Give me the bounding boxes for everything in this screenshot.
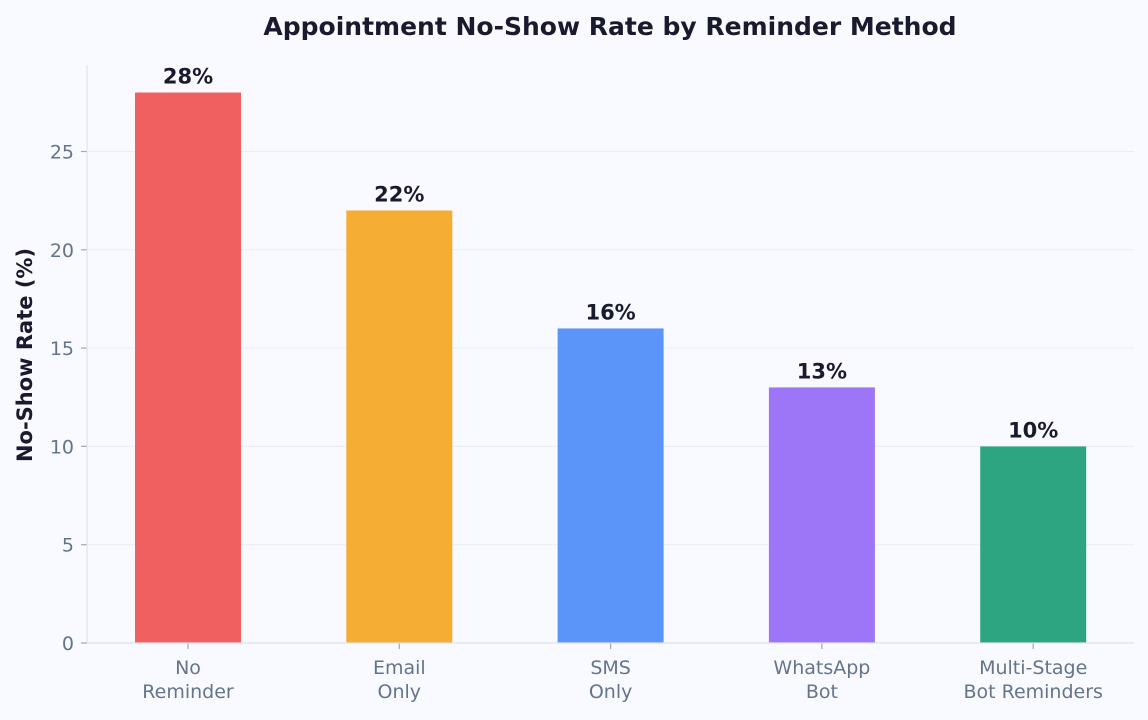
bar-1 xyxy=(346,210,453,644)
x-tick-label: No xyxy=(175,657,201,679)
chart-title: Appointment No-Show Rate by Reminder Met… xyxy=(263,12,956,41)
bar-data-label: 13% xyxy=(797,359,847,383)
x-tick-label: Multi-Stage xyxy=(979,657,1087,679)
bar-data-label: 10% xyxy=(1008,418,1058,442)
x-tick-label: Only xyxy=(589,681,633,703)
x-tick-label: Bot Reminders xyxy=(963,681,1102,703)
x-tick-label: SMS xyxy=(590,657,631,679)
y-tick-label: 25 xyxy=(50,142,74,164)
y-axis-label: No-Show Rate (%) xyxy=(13,248,37,462)
axes: 0510152025NoReminderEmailOnlySMSOnlyWhat… xyxy=(50,65,1134,703)
y-tick-label: 0 xyxy=(62,633,74,655)
bar-data-label: 16% xyxy=(585,300,635,324)
bar-0 xyxy=(135,92,241,644)
y-tick-label: 20 xyxy=(50,240,74,262)
x-tick-label: WhatsApp xyxy=(773,657,870,679)
bar-2 xyxy=(557,328,664,643)
bar-4 xyxy=(980,446,1087,643)
data-labels: 28% 22% 16% 13% 10% xyxy=(163,65,1058,443)
y-tick-label: 5 xyxy=(62,535,74,557)
x-tick-label: Email xyxy=(373,657,426,679)
bars xyxy=(135,92,1087,644)
x-tick-label: Reminder xyxy=(142,681,234,703)
x-tick-label: Bot xyxy=(806,681,838,703)
bar-data-label: 22% xyxy=(374,182,424,206)
y-tick-label: 10 xyxy=(50,436,74,458)
bar-3 xyxy=(768,387,875,643)
bar-data-label: 28% xyxy=(163,65,213,89)
y-tick-label: 15 xyxy=(50,338,74,360)
x-tick-label: Only xyxy=(378,681,422,703)
